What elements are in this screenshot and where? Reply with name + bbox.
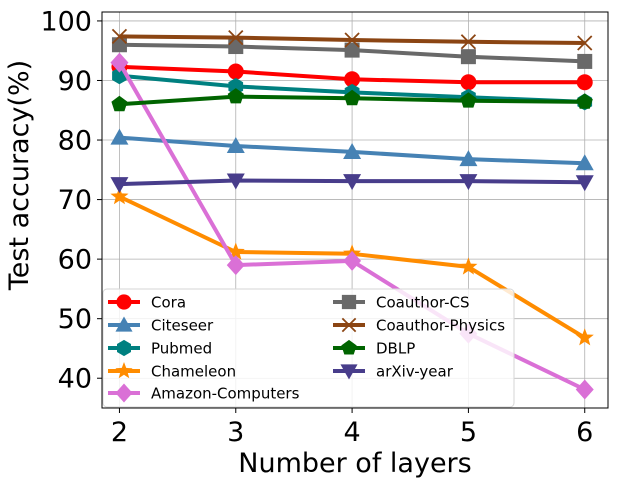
data-point (460, 49, 476, 65)
legend-item-dblp: DBLP (333, 340, 415, 358)
data-point (343, 142, 362, 159)
data-point (575, 379, 594, 400)
legend-swatch-marker (115, 383, 133, 403)
data-point (343, 250, 362, 271)
y-tick-label: 40 (58, 364, 92, 395)
legend: Cora Citeseer Pubmed Chameleon Amazon-Comput… (102, 288, 515, 408)
x-axis-label: Number of layers (238, 448, 471, 479)
data-point (110, 177, 129, 194)
legend-label: Pubmed (151, 340, 212, 358)
plot-frame (101, 11, 609, 409)
legend-label: arXiv-year (376, 363, 454, 381)
data-point (344, 42, 360, 58)
data-point (577, 53, 593, 69)
data-point (459, 150, 478, 167)
legend-swatch-marker (341, 294, 357, 310)
legend-swatch-marker (341, 339, 357, 355)
data-point (460, 74, 477, 91)
data-point (228, 39, 244, 55)
data-point (460, 92, 477, 108)
series-arxiv-year (110, 173, 594, 194)
data-point (344, 71, 361, 88)
data-point (575, 328, 594, 346)
data-point (111, 28, 128, 45)
x-tick-label: 4 (343, 417, 360, 448)
legend-item-arxiv-year: arXiv-year (333, 363, 454, 381)
legend-label: Chameleon (151, 363, 236, 381)
x-tick-label: 5 (460, 417, 477, 448)
y-tick-label: 80 (58, 126, 92, 157)
data-point (575, 175, 594, 192)
legend-item-citeseer: Citeseer (108, 316, 214, 335)
data-point (228, 77, 244, 95)
data-point (110, 52, 129, 73)
legend-label: Cora (151, 294, 186, 312)
data-point (227, 63, 244, 80)
series-group (110, 28, 594, 400)
data-point (226, 173, 245, 190)
data-point (577, 35, 593, 51)
axis-ticks: 2 3 4 5 6 40 50 60 70 80 90 100 (40, 6, 593, 448)
data-point (575, 154, 594, 171)
legend-swatch-marker (340, 364, 358, 380)
legend-swatch-marker (115, 362, 133, 379)
data-point (110, 187, 129, 205)
legend-label: DBLP (376, 340, 415, 358)
data-point (111, 37, 127, 53)
data-point (344, 89, 361, 106)
data-point (460, 34, 477, 50)
data-point (576, 74, 593, 91)
legend-item-cora: Cora (108, 294, 186, 312)
data-point (344, 32, 360, 48)
series-dblp (111, 88, 593, 112)
data-point (226, 136, 245, 153)
legend-label: Coauthor-Physics (376, 317, 505, 335)
x-tick-label: 3 (227, 417, 244, 448)
data-point (111, 95, 128, 112)
legend-swatch-marker (341, 317, 357, 333)
series-coauthor-physics (111, 28, 593, 51)
legend-label: Citeseer (151, 317, 214, 335)
data-point (576, 93, 593, 109)
legend-swatch-marker (117, 339, 131, 357)
legend-item-amazon-computers: Amazon-Computers (108, 383, 300, 403)
legend-item-chameleon: Chameleon (108, 362, 236, 381)
data-point (226, 255, 245, 276)
y-tick-label: 90 (58, 66, 92, 97)
legend-swatch-marker (116, 294, 132, 310)
legend-item-coauthor-cs: Coauthor-CS (333, 294, 470, 312)
x-tick-label: 2 (111, 417, 128, 448)
data-point (459, 257, 478, 275)
y-tick-label: 50 (58, 304, 92, 335)
legend-label: Amazon-Computers (151, 385, 300, 403)
legend-item-pubmed: Pubmed (108, 340, 212, 358)
legend-swatch-marker (115, 316, 133, 332)
series-citeseer (110, 128, 594, 171)
y-tick-label: 70 (58, 185, 92, 216)
data-point (110, 128, 129, 145)
legend-label: Coauthor-CS (376, 294, 470, 312)
data-point (343, 174, 362, 191)
legend-box (102, 288, 515, 408)
data-point (227, 88, 244, 104)
x-tick-label: 6 (576, 417, 593, 448)
y-axis-label: Test accuracy(%) (4, 60, 35, 291)
data-point (228, 29, 244, 46)
data-point (226, 242, 245, 260)
y-tick-label: 60 (58, 245, 92, 276)
legend-item-coauthor-physics: Coauthor-Physics (333, 317, 505, 335)
y-tick-label: 100 (40, 6, 92, 37)
data-point (459, 174, 478, 191)
